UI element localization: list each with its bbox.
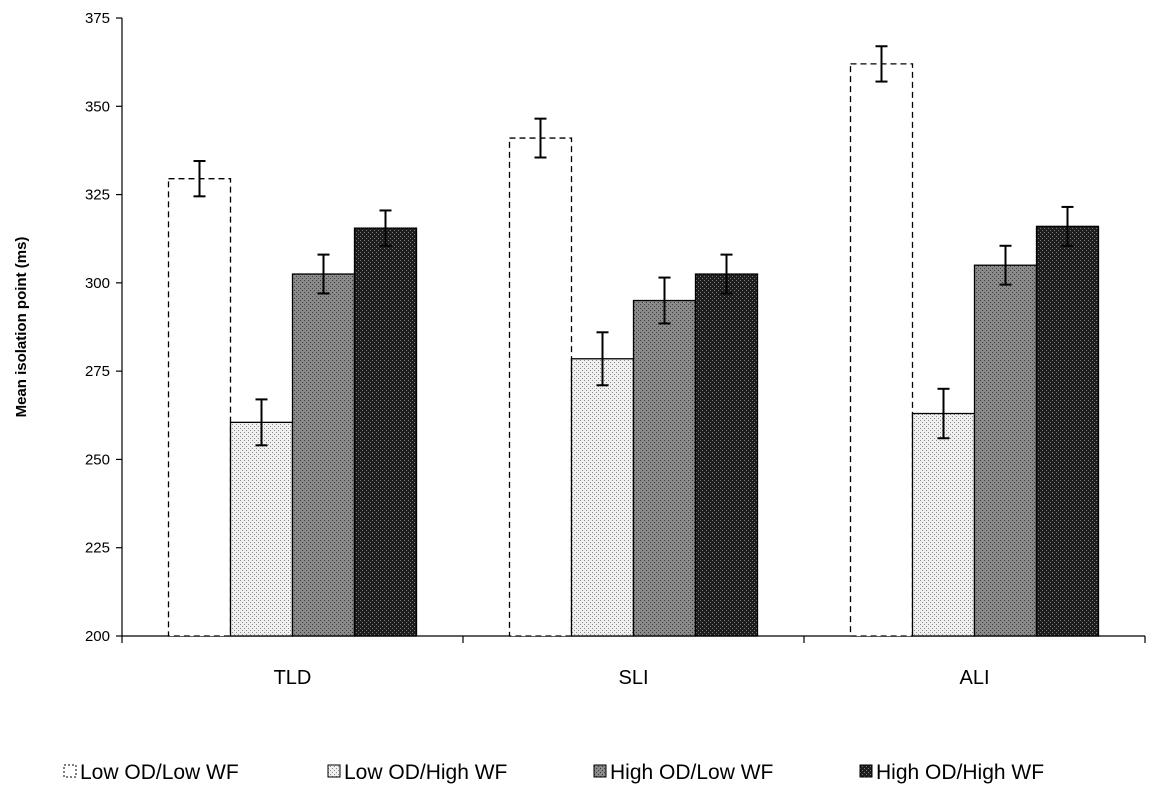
error-bar	[875, 45, 888, 83]
error-bar	[937, 387, 950, 440]
legend-swatch	[859, 764, 873, 778]
bar	[291, 273, 356, 637]
error-bar	[255, 398, 268, 447]
legend-item: Low OD/Low WF	[63, 761, 239, 784]
x-tick-label: ALI	[959, 667, 989, 689]
y-axis-title: Mean isolation point (ms)	[13, 237, 30, 418]
bar	[229, 421, 294, 637]
legend-label: High OD/High WF	[876, 761, 1044, 784]
y-tick-label: 275	[85, 363, 110, 380]
legend-item: High OD/Low WF	[593, 761, 773, 784]
y-tick-label: 350	[85, 98, 110, 115]
bar	[632, 299, 697, 637]
error-bar	[1061, 205, 1074, 247]
legend-swatch	[63, 764, 77, 778]
y-tick-label: 250	[85, 451, 110, 468]
bar	[849, 63, 914, 637]
legend-label: High OD/Low WF	[610, 761, 773, 784]
error-bar	[720, 253, 733, 295]
error-bar	[379, 209, 392, 247]
legend: Low OD/Low WF Low OD/High WF High OD/Low W…	[63, 761, 1044, 784]
y-tick-label: 325	[85, 187, 110, 204]
error-bar	[534, 117, 547, 159]
bar	[570, 358, 635, 637]
y-tick-label: 200	[85, 628, 110, 645]
legend-label: Low OD/Low WF	[80, 761, 239, 784]
legend-item: Low OD/High WF	[327, 761, 507, 784]
bar	[694, 273, 759, 637]
bar	[911, 412, 976, 637]
legend-swatch	[593, 764, 607, 778]
legend-label: Low OD/High WF	[344, 761, 507, 784]
x-tick-label: SLI	[618, 667, 648, 689]
error-bar	[317, 253, 330, 295]
error-bar	[193, 160, 206, 198]
error-bar	[658, 276, 671, 325]
bar	[353, 227, 418, 637]
axis-labels: 200 225 250 275 300 325 350 375 TLD SLI ALI Mean is…	[13, 10, 990, 689]
bar	[167, 178, 232, 637]
error-bars	[193, 45, 1074, 447]
legend-item: High OD/High WF	[859, 761, 1044, 784]
bars	[167, 63, 1100, 637]
error-bar	[596, 331, 609, 387]
bar	[1035, 225, 1100, 637]
legend-swatch	[327, 764, 341, 778]
error-bar	[999, 244, 1012, 286]
y-tick-label: 300	[85, 275, 110, 292]
bar	[508, 137, 573, 637]
y-tick-label: 225	[85, 540, 110, 557]
y-tick-label: 375	[85, 10, 110, 27]
bar	[973, 264, 1038, 637]
x-tick-label: TLD	[274, 667, 312, 689]
